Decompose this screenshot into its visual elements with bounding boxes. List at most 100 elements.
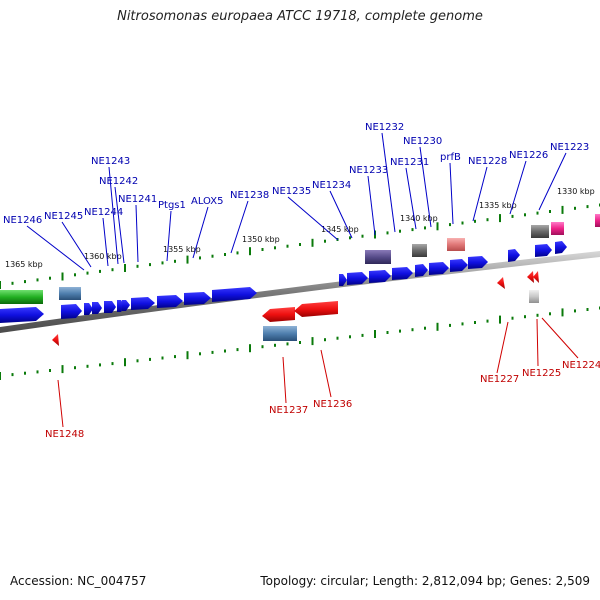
scale-tick bbox=[99, 269, 101, 273]
gene-label[interactable]: NE1230 bbox=[403, 136, 442, 147]
gene-label[interactable]: NE1235 bbox=[272, 186, 311, 197]
feature-block[interactable] bbox=[365, 250, 391, 264]
gene-label[interactable]: NE1248 bbox=[45, 429, 84, 440]
scale-tick bbox=[36, 278, 39, 282]
gene-arrow[interactable] bbox=[508, 249, 520, 262]
scale-label: 1340 kbp bbox=[400, 214, 438, 223]
scale-tick bbox=[536, 313, 539, 317]
gene-arrow[interactable] bbox=[92, 302, 102, 314]
gene-label[interactable]: NE1236 bbox=[313, 399, 352, 410]
gene-label[interactable]: NE1244 bbox=[84, 207, 123, 218]
scale-tick bbox=[74, 366, 76, 370]
gene-label[interactable]: NE1233 bbox=[349, 165, 388, 176]
gene-leader-lines-top bbox=[26, 132, 567, 271]
scale-tick bbox=[174, 355, 176, 359]
gene-arrow[interactable] bbox=[450, 259, 468, 272]
gene-arrow[interactable] bbox=[61, 304, 82, 319]
gene-label[interactable]: NE1234 bbox=[312, 180, 351, 191]
gene-arrow[interactable] bbox=[84, 303, 93, 315]
gene-arrow[interactable] bbox=[262, 307, 295, 322]
scale-tick bbox=[461, 322, 464, 326]
gene-arrow[interactable] bbox=[131, 297, 155, 310]
gene-arrow[interactable] bbox=[429, 262, 449, 275]
scale-tick bbox=[161, 261, 164, 265]
gene-arrow[interactable] bbox=[104, 301, 116, 313]
scale-tick bbox=[49, 276, 51, 280]
gene-arrow[interactable] bbox=[0, 307, 44, 323]
gene-label[interactable]: NE1224 bbox=[562, 360, 600, 371]
gene-label[interactable]: Ptgs1 bbox=[158, 200, 186, 211]
gene-label[interactable]: prfB bbox=[440, 152, 461, 163]
scale-tick bbox=[74, 273, 76, 277]
scale-tick bbox=[11, 373, 14, 377]
gene-arrow[interactable] bbox=[347, 272, 368, 285]
scale-tick bbox=[224, 349, 226, 353]
gene-label[interactable]: NE1232 bbox=[365, 122, 404, 133]
gene-arrow[interactable] bbox=[468, 256, 488, 269]
gene-label[interactable]: NE1237 bbox=[269, 405, 308, 416]
feature-boxes bbox=[0, 214, 600, 341]
scale-tick bbox=[124, 264, 126, 272]
feature-block[interactable] bbox=[595, 214, 600, 227]
gene-label[interactable]: NE1226 bbox=[509, 150, 548, 161]
scale-tick bbox=[461, 221, 464, 225]
feature-block[interactable] bbox=[529, 290, 539, 303]
scale-tick bbox=[311, 337, 314, 346]
gene-arrow[interactable] bbox=[184, 292, 211, 305]
feature-block[interactable] bbox=[447, 238, 465, 251]
feature-block[interactable] bbox=[0, 290, 43, 304]
gene-arrow[interactable] bbox=[294, 301, 338, 317]
scale-tick bbox=[11, 281, 14, 285]
gene-label[interactable]: NE1231 bbox=[390, 157, 429, 168]
gene-label[interactable]: ALOX5 bbox=[191, 196, 224, 207]
scale-tick bbox=[149, 263, 151, 267]
gene-arrow[interactable] bbox=[157, 295, 183, 308]
scale-tick bbox=[274, 343, 276, 347]
gene-label[interactable]: NE1225 bbox=[522, 368, 561, 379]
reverse-strand-genes bbox=[52, 271, 539, 346]
scale-tick bbox=[449, 223, 451, 227]
gene-arrow[interactable] bbox=[535, 244, 552, 257]
feature-block[interactable] bbox=[263, 326, 297, 341]
gene-arrow[interactable] bbox=[527, 271, 534, 283]
gene-label[interactable]: NE1227 bbox=[480, 374, 519, 385]
scale-tick bbox=[511, 214, 514, 218]
gene-label[interactable]: NE1223 bbox=[550, 142, 589, 153]
gene-arrow[interactable] bbox=[339, 274, 347, 286]
feature-block[interactable] bbox=[551, 222, 564, 235]
gene-arrow[interactable] bbox=[52, 334, 59, 346]
gene-label[interactable]: NE1228 bbox=[468, 156, 507, 167]
gene-arrow[interactable] bbox=[497, 277, 505, 289]
feature-block[interactable] bbox=[412, 244, 427, 257]
scale-tick bbox=[61, 272, 64, 281]
scale-tick bbox=[24, 371, 26, 375]
gene-arrow[interactable] bbox=[415, 264, 428, 277]
genome-title: Nitrosomonas europaea ATCC 19718, comple… bbox=[117, 9, 483, 24]
scale-tick bbox=[561, 205, 564, 214]
gene-arrow[interactable] bbox=[122, 300, 130, 311]
gene-arrow[interactable] bbox=[212, 287, 257, 302]
gene-label[interactable]: NE1241 bbox=[118, 194, 157, 205]
scale-tick bbox=[524, 213, 526, 217]
gene-label[interactable]: NE1243 bbox=[91, 156, 130, 167]
scale-tick bbox=[211, 350, 214, 354]
gene-label[interactable]: NE1245 bbox=[44, 211, 83, 222]
feature-block[interactable] bbox=[531, 225, 549, 238]
scale-tick bbox=[399, 329, 401, 333]
gene-arrow[interactable] bbox=[392, 267, 413, 280]
feature-block[interactable] bbox=[59, 287, 81, 300]
gene-arrow[interactable] bbox=[533, 271, 539, 283]
gene-leader-lines-bottom bbox=[57, 317, 579, 428]
gene-arrow[interactable] bbox=[369, 270, 391, 283]
gene-label[interactable]: NE1238 bbox=[230, 190, 269, 201]
gene-label[interactable]: NE1246 bbox=[3, 215, 42, 226]
scale-tick bbox=[361, 234, 364, 238]
scale-tick bbox=[349, 236, 351, 240]
scale-tick bbox=[361, 333, 364, 337]
scale-tick bbox=[174, 259, 176, 263]
scale-tick bbox=[449, 323, 451, 327]
gene-label[interactable]: NE1242 bbox=[99, 176, 138, 187]
gene-arrow[interactable] bbox=[555, 241, 567, 254]
scale-tick bbox=[149, 357, 151, 361]
scale-tick bbox=[236, 251, 239, 255]
